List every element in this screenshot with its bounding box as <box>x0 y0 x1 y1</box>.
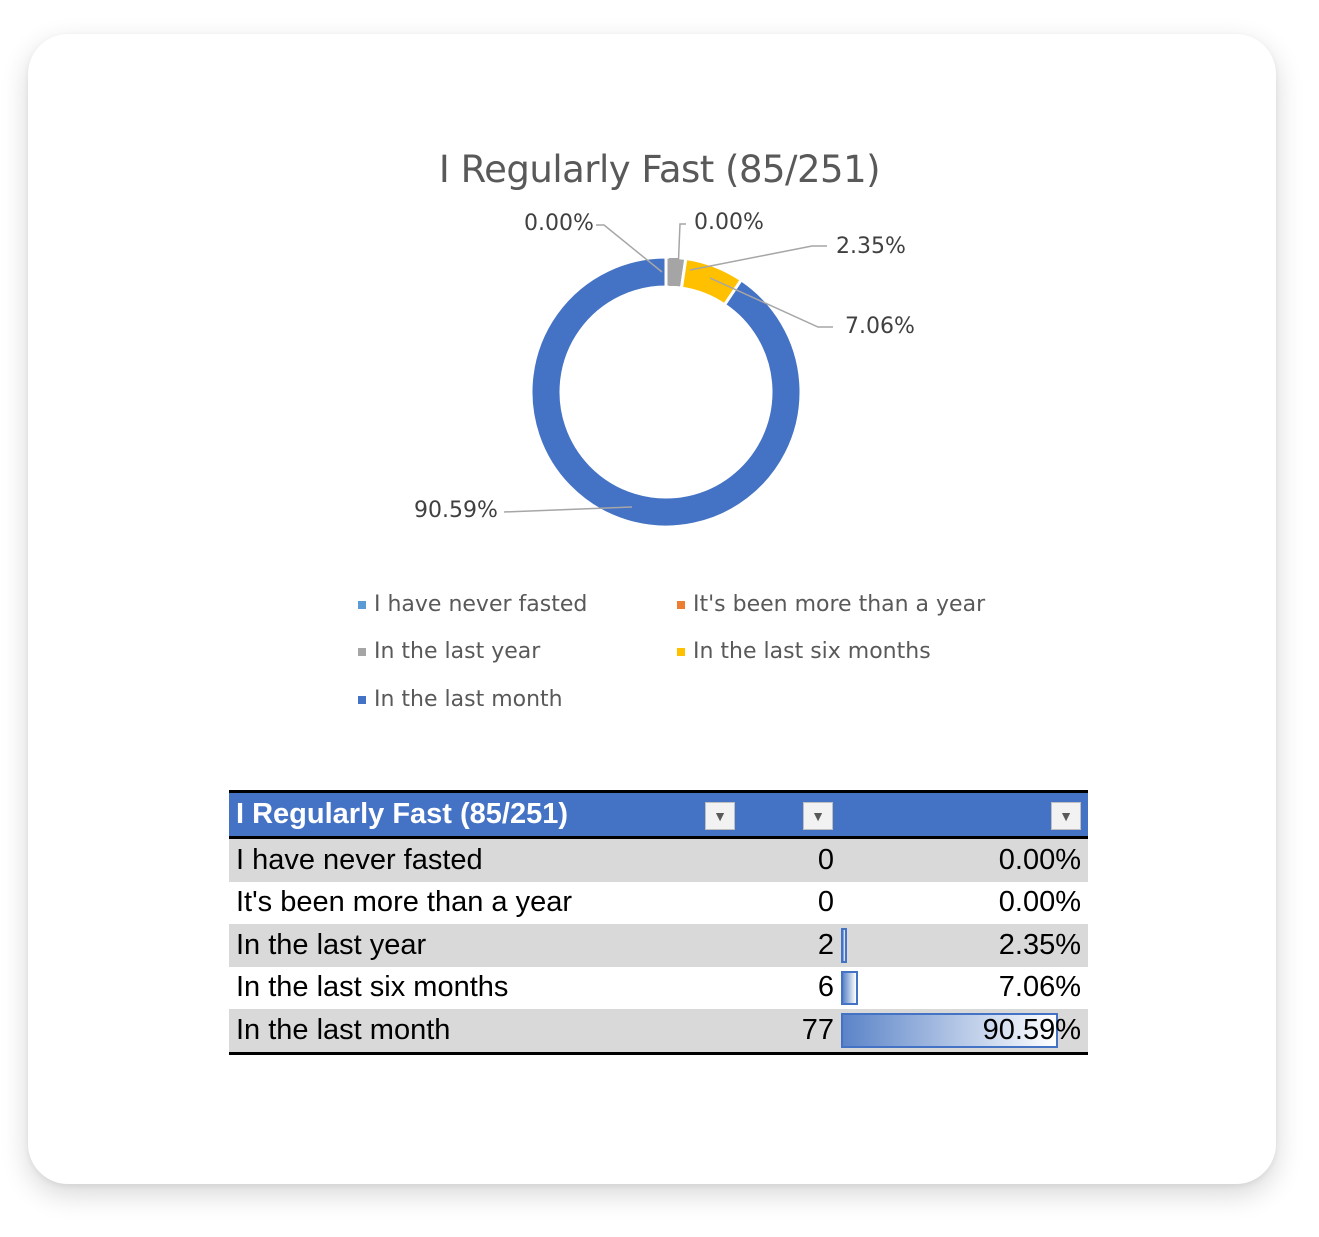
table-header-title: I Regularly Fast (85/251) <box>236 798 569 830</box>
data-bar <box>841 970 858 1005</box>
table-row: In the last year 2 2.35% <box>229 924 1088 967</box>
legend-label: In the last month <box>374 687 563 712</box>
legend-item-last-month: In the last month <box>358 687 563 712</box>
summary-table: I Regularly Fast (85/251) ▼ ▼ ▼ I have n… <box>229 790 1088 1055</box>
row-label: I have never fasted <box>236 843 483 876</box>
legend-label: In the last six months <box>693 639 931 664</box>
legend-label: It's been more than a year <box>693 592 986 617</box>
row-count: 77 <box>801 1013 834 1046</box>
filter-dropdown-icon[interactable]: ▼ <box>705 802 735 830</box>
table-row: In the last month 77 90.59% <box>229 1009 1088 1052</box>
filter-dropdown-icon[interactable]: ▼ <box>1051 802 1081 830</box>
row-percent: 2.35% <box>998 928 1081 961</box>
leader-line <box>596 224 663 273</box>
legend-label: In the last year <box>374 639 541 664</box>
row-percent: 7.06% <box>998 971 1081 1004</box>
data-label-2: 2.35% <box>836 234 906 259</box>
leader-line <box>709 277 833 328</box>
row-count: 0 <box>817 843 834 876</box>
data-bar <box>841 928 847 963</box>
data-label-0: 0.00% <box>524 211 594 236</box>
row-count: 0 <box>817 886 834 919</box>
data-label-1: 0.00% <box>694 210 764 235</box>
legend-label: I have never fasted <box>374 592 588 617</box>
legend-item-last-six-months: In the last six months <box>677 639 931 664</box>
row-label: In the last year <box>236 928 427 961</box>
leader-line <box>677 223 686 273</box>
row-count: 2 <box>817 928 834 961</box>
table-row: I have never fasted 0 0.00% <box>229 839 1088 882</box>
data-label-4: 90.59% <box>414 498 498 523</box>
donut-slice-marker <box>669 258 679 286</box>
legend-swatch <box>358 695 366 704</box>
row-percent: 0.00% <box>998 886 1081 919</box>
row-label: In the last six months <box>236 971 509 1004</box>
table-row: In the last six months 6 7.06% <box>229 966 1088 1009</box>
table-header-row: I Regularly Fast (85/251) ▼ ▼ ▼ <box>229 793 1088 839</box>
leader-line <box>503 506 633 513</box>
data-bar <box>841 1013 1058 1048</box>
legend-swatch <box>677 647 685 656</box>
row-count: 6 <box>817 971 834 1004</box>
legend-item-more-than-year: It's been more than a year <box>677 592 985 617</box>
legend-swatch <box>358 647 366 656</box>
filter-dropdown-icon[interactable]: ▼ <box>803 802 833 830</box>
legend-item-never-fasted: I have never fasted <box>358 592 587 617</box>
row-percent: 0.00% <box>998 843 1081 876</box>
leader-line <box>689 245 827 271</box>
legend-swatch <box>358 600 366 609</box>
donut-slice <box>529 255 803 529</box>
table-row: It's been more than a year 0 0.00% <box>229 881 1088 924</box>
legend-swatch <box>677 600 685 609</box>
data-label-3: 7.06% <box>845 314 915 339</box>
row-percent: 90.59% <box>982 1013 1081 1046</box>
row-label: It's been more than a year <box>236 886 573 919</box>
row-label: In the last month <box>236 1013 451 1046</box>
chart-title: I Regularly Fast (85/251) <box>438 148 881 191</box>
legend-item-last-year: In the last year <box>358 639 540 664</box>
